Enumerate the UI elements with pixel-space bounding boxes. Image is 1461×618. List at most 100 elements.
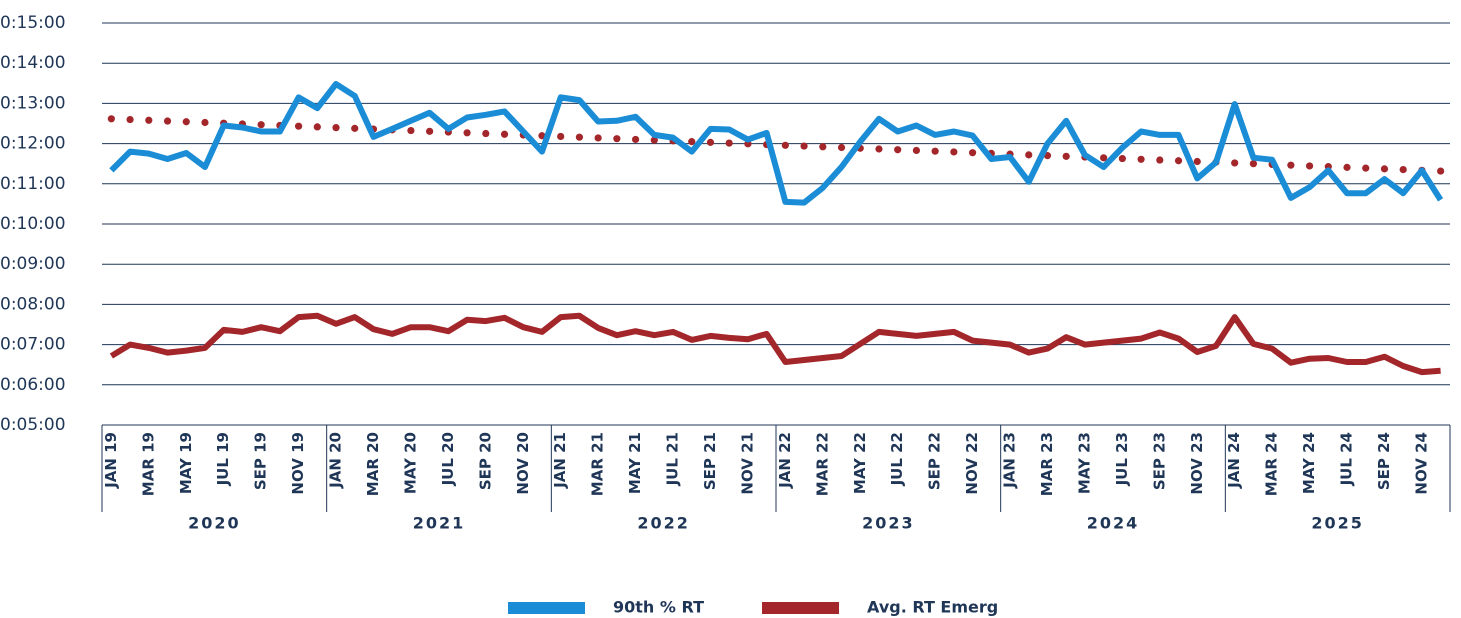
trendline-dot <box>1437 167 1445 175</box>
trendline-dot <box>107 115 115 123</box>
trendline-dot <box>332 124 340 132</box>
trendline-dot <box>294 122 303 130</box>
trendline-dot <box>1193 157 1201 166</box>
x-tick-label: NOV 20 <box>514 432 532 495</box>
x-tick-label: MAY 19 <box>177 432 195 494</box>
x-tick-label: NOV 19 <box>289 432 307 495</box>
trendline-dot <box>407 126 415 135</box>
trendline-dot <box>950 148 958 156</box>
trendline-dot <box>426 127 434 135</box>
x-tick-label: MAR 22 <box>813 432 831 496</box>
trendline-dot <box>257 121 265 129</box>
trendline-dot <box>819 143 827 151</box>
group-label: 2025 <box>1311 514 1364 533</box>
x-tick-label: JUL 21 <box>664 432 682 486</box>
y-tick-label: 0:06:00 <box>0 375 66 395</box>
x-tick-label: NOV 21 <box>738 432 756 495</box>
trendline-dot <box>482 129 490 138</box>
trendline-dot <box>557 132 565 141</box>
trendline-dot <box>1137 155 1145 163</box>
trendline-dot <box>912 146 921 155</box>
x-tick-label: JAN 22 <box>776 432 794 489</box>
x-tick-label: MAR 23 <box>1038 432 1056 496</box>
trendline-dot <box>575 133 584 141</box>
x-tick-label: MAR 21 <box>589 432 607 496</box>
group-label: 2022 <box>637 514 690 533</box>
trendline-dot <box>145 116 153 124</box>
x-tick-label: JUL 23 <box>1113 432 1131 486</box>
x-tick-label: JAN 19 <box>102 432 120 489</box>
x-tick-label: MAR 24 <box>1263 432 1281 496</box>
trendline-dot <box>875 145 883 153</box>
y-tick-label: 0:05:00 <box>0 415 66 435</box>
x-tick-label: JAN 21 <box>551 432 569 489</box>
x-tick-label: JUL 20 <box>439 432 457 486</box>
x-tick-label: SEP 21 <box>701 432 719 490</box>
trendline-dot <box>1062 152 1070 160</box>
x-tick-label: JUL 24 <box>1338 432 1356 486</box>
trendline-dot <box>688 138 696 146</box>
x-tick-label: JAN 24 <box>1225 432 1243 489</box>
series-line <box>109 81 1444 206</box>
y-tick-label: 0:08:00 <box>0 294 66 314</box>
trendline-dot <box>351 124 359 132</box>
trendline-dot <box>1287 161 1295 169</box>
trendline-dot <box>1362 164 1370 172</box>
trendline-dot <box>126 115 134 124</box>
x-tick-label: JAN 23 <box>1001 432 1019 489</box>
trendline-dot <box>837 143 846 152</box>
x-tick-label: MAR 19 <box>139 432 157 496</box>
trendline-dot <box>725 139 733 147</box>
legend-swatch <box>762 602 839 614</box>
x-tick-label: MAY 23 <box>1075 432 1093 494</box>
y-tick-label: 0:15:00 <box>0 13 66 33</box>
x-tick-label: SEP 23 <box>1150 432 1168 490</box>
x-tick-label: SEP 19 <box>252 432 270 490</box>
trendline-dot <box>1025 151 1033 159</box>
x-tick-label: MAY 21 <box>626 432 644 494</box>
group-label: 2021 <box>413 514 466 533</box>
trendline-dot <box>1380 165 1389 173</box>
group-label: 2020 <box>188 514 241 533</box>
group-label: 2023 <box>862 514 915 533</box>
y-tick-label: 0:13:00 <box>0 93 66 113</box>
trendline-dot <box>894 146 902 154</box>
legend-label: 90th % RT <box>613 598 704 617</box>
x-tick-label: MAR 20 <box>364 432 382 496</box>
trendline-dot <box>163 117 172 125</box>
trendline-dot <box>800 142 808 150</box>
trendline-dot <box>1305 162 1314 170</box>
trendline-dot <box>1174 157 1183 165</box>
trendline-dot <box>781 141 789 149</box>
x-tick-label: MAY 20 <box>401 432 419 494</box>
x-tick-label: MAY 22 <box>851 432 869 494</box>
trendline-dot <box>631 135 640 144</box>
x-tick-label: MAY 24 <box>1300 432 1318 494</box>
trendline-dot <box>613 135 621 143</box>
x-tick-label: NOV 22 <box>963 432 981 495</box>
x-tick-label: JAN 20 <box>327 432 345 489</box>
trendline-dot <box>706 138 715 146</box>
legend-swatch <box>508 602 585 614</box>
x-tick-label: SEP 24 <box>1375 432 1393 490</box>
trendline-dot <box>968 149 977 157</box>
trendline-dot <box>1343 163 1351 171</box>
trendline-dot <box>1249 160 1258 168</box>
trendline-dot <box>1231 159 1239 167</box>
trendline-dot <box>500 130 509 138</box>
x-tick-label: JUL 19 <box>214 432 232 486</box>
trendline-dot <box>1100 154 1108 162</box>
trendline-dot <box>1399 165 1407 174</box>
y-tick-label: 0:14:00 <box>0 53 66 73</box>
legend-label: Avg. RT Emerg <box>867 598 998 617</box>
y-tick-label: 0:07:00 <box>0 335 66 355</box>
x-tick-label: NOV 23 <box>1188 432 1206 495</box>
x-tick-label: SEP 22 <box>926 432 944 490</box>
trendline-dot <box>182 118 190 126</box>
trendline-dot <box>931 147 939 155</box>
trendline-dot <box>313 123 321 131</box>
trendline-dot <box>1118 154 1126 163</box>
series-line <box>109 312 1441 376</box>
trendline-dot <box>463 129 471 137</box>
